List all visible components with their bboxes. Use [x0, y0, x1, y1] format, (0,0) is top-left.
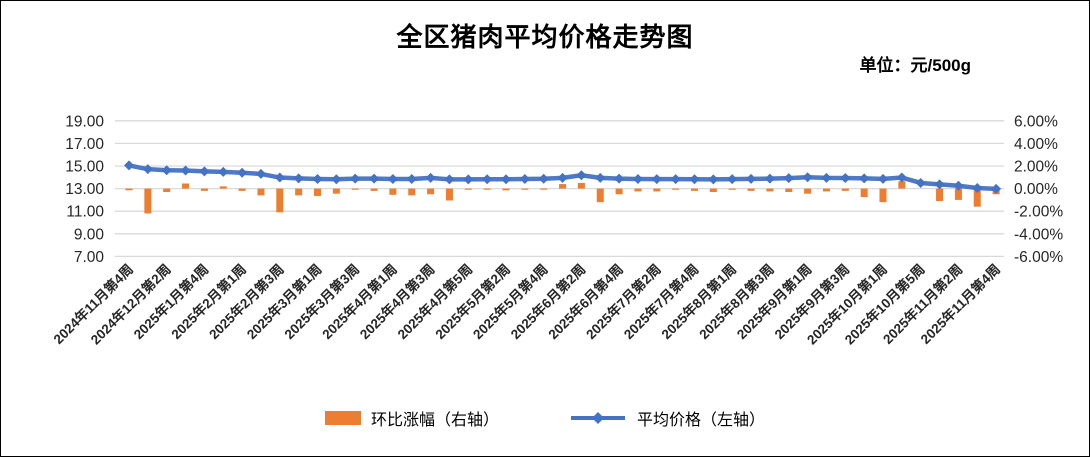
right-axis-ticks: 6.00% 4.00% 2.00% 0.00% -2.00% -4.00% -6.00% [1014, 113, 1063, 266]
svg-text:13.00: 13.00 [65, 181, 104, 198]
svg-text:-6.00%: -6.00% [1014, 249, 1063, 266]
legend-item-bar-series: 环比涨幅（右轴） [324, 406, 499, 430]
svg-text:-2.00%: -2.00% [1014, 204, 1063, 221]
svg-text:-4.00%: -4.00% [1014, 226, 1063, 243]
svg-text:4.00%: 4.00% [1014, 136, 1058, 153]
bar-series [125, 181, 1000, 214]
svg-text:9.00: 9.00 [74, 226, 105, 243]
chart-title: 全区猪肉平均价格走势图 [396, 22, 694, 52]
svg-text:6.00%: 6.00% [1014, 113, 1058, 130]
gridlines [115, 120, 1004, 258]
left-axis-ticks: 19.00 17.00 15.00 13.00 11.00 9.00 7.00 [65, 113, 104, 266]
svg-text:7.00: 7.00 [74, 249, 105, 266]
unit-label: 单位：元/500g [859, 56, 971, 75]
line-series [124, 160, 1002, 194]
svg-text:0.00%: 0.00% [1014, 181, 1058, 198]
svg-text:15.00: 15.00 [65, 159, 104, 176]
legend-item-line-series: 平均价格（左轴） [569, 406, 765, 430]
svg-text:11.00: 11.00 [66, 204, 104, 221]
legend: 环比涨幅（右轴） 平均价格（左轴） [1, 406, 1089, 430]
svg-text:2.00%: 2.00% [1014, 159, 1058, 176]
svg-text:19.00: 19.00 [65, 113, 104, 130]
svg-text:17.00: 17.00 [65, 136, 104, 153]
x-axis-labels: 2024年11月第4周2024年12月第2周2025年1月第4周2025年2月第… [50, 261, 1003, 348]
legend-bar-label: 环比涨幅（右轴） [370, 412, 499, 429]
bar-series-swatch-icon [324, 411, 361, 425]
line-series-marker-icon [571, 412, 625, 424]
legend-line-label: 平均价格（左轴） [637, 412, 766, 429]
